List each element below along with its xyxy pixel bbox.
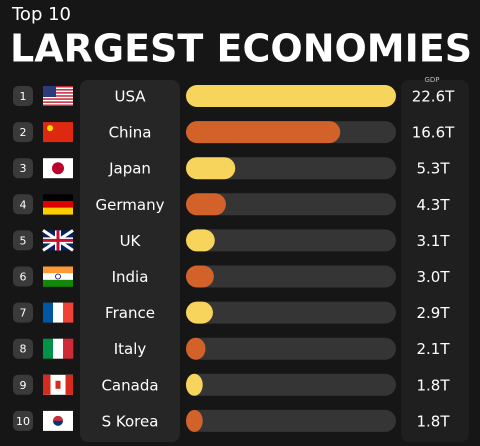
flag — [56, 230, 60, 251]
bar — [186, 157, 236, 180]
flag — [43, 266, 73, 274]
value-label: 5.3T — [416, 160, 450, 178]
category-label: S Korea — [102, 412, 159, 430]
category-label: France — [105, 304, 155, 322]
rank-badge — [13, 158, 33, 179]
flag — [53, 338, 64, 359]
value-label: 4.3T — [416, 196, 450, 214]
flag — [43, 92, 73, 94]
category-label: China — [109, 124, 152, 142]
rank-badge — [13, 230, 33, 251]
flag — [43, 200, 73, 208]
flag — [47, 125, 53, 132]
chart-subtitle: Top 10 — [11, 4, 71, 25]
name-panel — [80, 80, 180, 442]
category-label: Germany — [96, 196, 165, 214]
rank-label: 4 — [20, 198, 27, 211]
bar — [186, 337, 206, 360]
flag — [43, 101, 73, 103]
category-label: Italy — [114, 340, 147, 358]
bar-track — [186, 265, 396, 288]
flag — [43, 86, 56, 97]
rank-label: 9 — [20, 379, 27, 392]
bar-track — [186, 409, 396, 432]
bar-track — [186, 229, 396, 252]
flag — [43, 122, 73, 143]
flag — [43, 95, 73, 97]
value-label: 3.1T — [416, 232, 450, 250]
rank-label: 6 — [20, 271, 27, 284]
bar-track — [186, 337, 396, 360]
rank-label: 7 — [20, 307, 27, 320]
flag — [43, 86, 73, 88]
rank-badge — [13, 194, 33, 215]
bar-track — [186, 373, 396, 396]
bar-track — [186, 301, 396, 324]
rank-badge — [13, 410, 33, 431]
value-label: 3.0T — [416, 268, 450, 286]
rank-label: 1 — [20, 90, 27, 103]
flag — [43, 194, 73, 202]
bar — [186, 409, 203, 432]
flag — [43, 98, 73, 100]
rank-badge — [13, 374, 33, 395]
bar — [186, 193, 226, 216]
value-label: 2.1T — [416, 340, 450, 358]
value-label: 2.9T — [416, 304, 450, 322]
chart-title: LARGEST ECONOMIES — [10, 27, 472, 71]
flag — [43, 374, 51, 395]
rank-badge — [13, 302, 33, 323]
flag — [55, 380, 61, 389]
flag — [43, 207, 73, 215]
rank-label: 8 — [20, 343, 27, 356]
rank-badge — [13, 338, 33, 359]
flag — [65, 374, 73, 395]
flag — [43, 104, 73, 106]
rank-label: 3 — [20, 162, 27, 175]
value-panel — [401, 80, 469, 442]
category-label: Canada — [101, 376, 158, 394]
bar-track — [186, 157, 396, 180]
category-label: UK — [120, 232, 142, 250]
bar-track — [186, 193, 396, 216]
flag — [53, 302, 64, 323]
category-label: USA — [114, 88, 146, 106]
flag — [63, 302, 74, 323]
rank-label: 5 — [20, 234, 27, 247]
rank-label: 10 — [16, 415, 30, 428]
category-label: India — [112, 268, 149, 286]
flag — [43, 279, 73, 287]
flag — [43, 273, 73, 281]
bar — [186, 121, 341, 144]
value-header: GDP — [424, 76, 439, 84]
rank-badge — [13, 122, 33, 143]
flag — [52, 162, 64, 175]
flag — [63, 338, 74, 359]
rank-badge — [13, 86, 33, 106]
value-label: 1.8T — [416, 376, 450, 394]
bar — [186, 229, 215, 252]
bar — [186, 265, 214, 288]
flag — [55, 273, 61, 280]
value-label: 22.6T — [412, 88, 455, 106]
flag — [53, 415, 63, 421]
flag — [43, 89, 73, 91]
flag — [43, 302, 54, 323]
value-label: 1.8T — [416, 412, 450, 430]
rank-label: 2 — [20, 126, 27, 139]
bar — [186, 301, 213, 324]
bar — [186, 85, 396, 107]
category-label: Japan — [108, 160, 151, 178]
flag — [43, 338, 54, 359]
bar — [186, 373, 203, 396]
value-label: 16.6T — [412, 124, 455, 142]
rank-badge — [13, 266, 33, 287]
